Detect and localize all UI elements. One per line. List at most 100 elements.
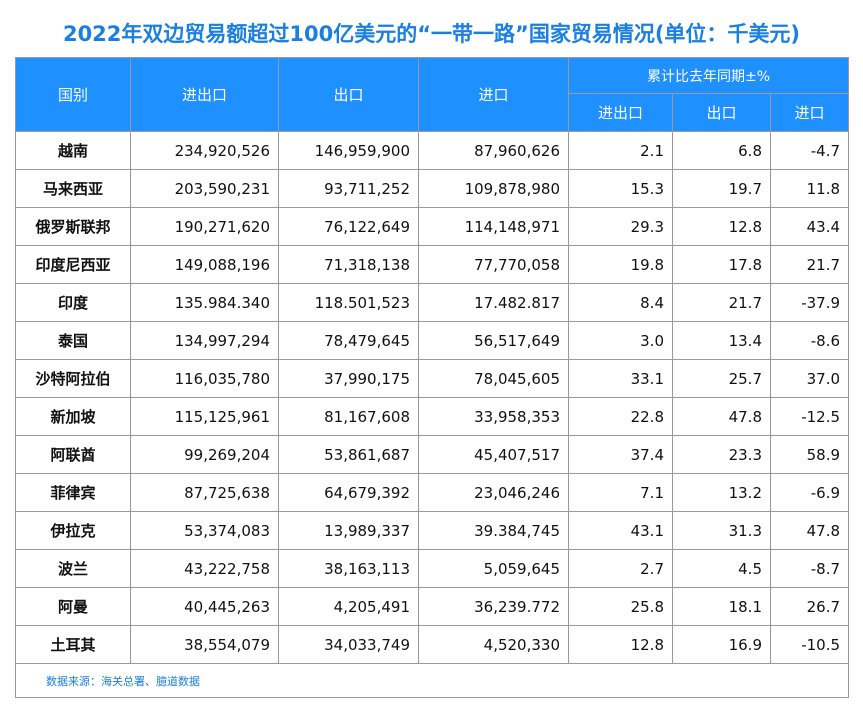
cell: 43.1 bbox=[568, 511, 673, 550]
cell: 25.8 bbox=[568, 587, 673, 626]
row: 沙特阿拉伯 116,035,780 37,990,175 78,045,605 33.1… bbox=[15, 359, 850, 398]
cell: 21.7 bbox=[672, 283, 771, 322]
cell: 8.4 bbox=[568, 283, 673, 322]
cell: 149,088,196 bbox=[130, 245, 279, 284]
cell: 93,711,252 bbox=[278, 169, 419, 208]
cell: 31.3 bbox=[672, 511, 771, 550]
head-cell: 进出口 bbox=[568, 93, 673, 132]
cell: 203,590,231 bbox=[130, 169, 279, 208]
cell: 5,059,645 bbox=[418, 549, 569, 588]
cell: -12.5 bbox=[769, 397, 850, 436]
cell: 81,167,608 bbox=[278, 397, 419, 436]
cell: 87,960,626 bbox=[418, 131, 569, 170]
cell: 7.1 bbox=[568, 473, 673, 512]
cell: 234,920,526 bbox=[130, 131, 279, 170]
trade-table: 国别 进出口 出口 进口 累计比去年同期±% 进出口 出口 进口 越南 234,9… bbox=[14, 57, 850, 698]
cell: 53,374,083 bbox=[130, 511, 279, 550]
head-cell: 出口 bbox=[672, 93, 771, 132]
country: 泰国 bbox=[15, 321, 131, 360]
cell: 56,517,649 bbox=[418, 321, 569, 360]
table-head: 国别 进出口 出口 进口 累计比去年同期±% 进出口 出口 进口 bbox=[15, 57, 850, 132]
cell: 99,269,204 bbox=[130, 435, 279, 474]
cell: 78,479,645 bbox=[278, 321, 419, 360]
country: 印度 bbox=[15, 283, 131, 322]
cell: -37.9 bbox=[769, 283, 850, 322]
cell: 45,407,517 bbox=[418, 435, 569, 474]
cell: 43,222,758 bbox=[130, 549, 279, 588]
cell: 12.8 bbox=[568, 625, 673, 664]
cell: 25.7 bbox=[672, 359, 771, 398]
cell: 39.384,745 bbox=[418, 511, 569, 550]
country: 阿联酋 bbox=[15, 435, 131, 474]
cell: 6.8 bbox=[672, 131, 771, 170]
cell: 17.8 bbox=[672, 245, 771, 284]
cell: 23.3 bbox=[672, 435, 771, 474]
row: 印度尼西亚 149,088,196 71,318,138 77,770,058 19.8… bbox=[15, 245, 850, 284]
row: 土耳其 38,554,079 34,033,749 4,520,330 12.8 16.9… bbox=[15, 625, 850, 664]
cell: 2.1 bbox=[568, 131, 673, 170]
cell: 109,878,980 bbox=[418, 169, 569, 208]
table-body: 越南 234,920,526 146,959,900 87,960,626 2.1 6.8… bbox=[15, 131, 850, 664]
cell: 78,045,605 bbox=[418, 359, 569, 398]
cell: -8.7 bbox=[769, 549, 850, 588]
country: 阿曼 bbox=[15, 587, 131, 626]
row: 菲律宾 87,725,638 64,679,392 23,046,246 7.1 13.2… bbox=[15, 473, 850, 512]
row: 波兰 43,222,758 38,163,113 5,059,645 2.7 4.5 -8.… bbox=[15, 549, 850, 588]
cell: 43.4 bbox=[769, 207, 850, 246]
cell: 116,035,780 bbox=[130, 359, 279, 398]
row: 俄罗斯联邦 190,271,620 76,122,649 114,148,971 29.… bbox=[15, 207, 850, 246]
cell: 40,445,263 bbox=[130, 587, 279, 626]
cell: -6.9 bbox=[769, 473, 850, 512]
cell: 37,990,175 bbox=[278, 359, 419, 398]
cell: 76,122,649 bbox=[278, 207, 419, 246]
row: 泰国 134,997,294 78,479,645 56,517,649 3.0 13.4… bbox=[15, 321, 850, 360]
cell: 19.7 bbox=[672, 169, 771, 208]
cell: 190,271,620 bbox=[130, 207, 279, 246]
country: 马来西亚 bbox=[15, 169, 131, 208]
cell: 12.8 bbox=[672, 207, 771, 246]
cell: 37.0 bbox=[769, 359, 850, 398]
cell: 33,958,353 bbox=[418, 397, 569, 436]
cell: 26.7 bbox=[769, 587, 850, 626]
head-cell: 进口 bbox=[418, 57, 569, 132]
cell: 37.4 bbox=[568, 435, 673, 474]
cell: 71,318,138 bbox=[278, 245, 419, 284]
head-cell: 国别 bbox=[15, 57, 131, 132]
country: 伊拉克 bbox=[15, 511, 131, 550]
row: 越南 234,920,526 146,959,900 87,960,626 2.1 6.8… bbox=[15, 131, 850, 170]
cell: 53,861,687 bbox=[278, 435, 419, 474]
country: 新加坡 bbox=[15, 397, 131, 436]
row: 马来西亚 203,590,231 93,711,252 109,878,980 15.3… bbox=[15, 169, 850, 208]
cell: 36,239.772 bbox=[418, 587, 569, 626]
cell: 38,554,079 bbox=[130, 625, 279, 664]
cell: -4.7 bbox=[769, 131, 850, 170]
row: 阿联酋 99,269,204 53,861,687 45,407,517 37.4 23.… bbox=[15, 435, 850, 474]
cell: 2.7 bbox=[568, 549, 673, 588]
table-foot: 数据来源：海关总署、臆道数据 bbox=[14, 663, 850, 698]
cell: 4,205,491 bbox=[278, 587, 419, 626]
cell: 19.8 bbox=[568, 245, 673, 284]
cell: 47.8 bbox=[769, 511, 850, 550]
cell: 134,997,294 bbox=[130, 321, 279, 360]
cell: 87,725,638 bbox=[130, 473, 279, 512]
head-cell: 进口 bbox=[769, 93, 850, 132]
head-cell: 进出口 bbox=[130, 57, 279, 132]
cell: 38,163,113 bbox=[278, 549, 419, 588]
cell: 3.0 bbox=[568, 321, 673, 360]
country: 俄罗斯联邦 bbox=[15, 207, 131, 246]
country: 菲律宾 bbox=[15, 473, 131, 512]
head-cell: 出口 bbox=[278, 57, 419, 132]
cell: 13.2 bbox=[672, 473, 771, 512]
cell: 15.3 bbox=[568, 169, 673, 208]
source: 数据来源：海关总署、臆道数据 bbox=[14, 663, 850, 698]
cell: 11.8 bbox=[769, 169, 850, 208]
cell: -10.5 bbox=[769, 625, 850, 664]
head-cell: 累计比去年同期±% bbox=[567, 57, 850, 94]
cell: 34,033,749 bbox=[278, 625, 419, 664]
country: 土耳其 bbox=[15, 625, 131, 664]
cell: 114,148,971 bbox=[418, 207, 569, 246]
row: 阿曼 40,445,263 4,205,491 36,239.772 25.8 18.1 2… bbox=[15, 587, 850, 626]
cell: 21.7 bbox=[769, 245, 850, 284]
row: 伊拉克 53,374,083 13,989,337 39.384,745 43.1 31.… bbox=[15, 511, 850, 550]
